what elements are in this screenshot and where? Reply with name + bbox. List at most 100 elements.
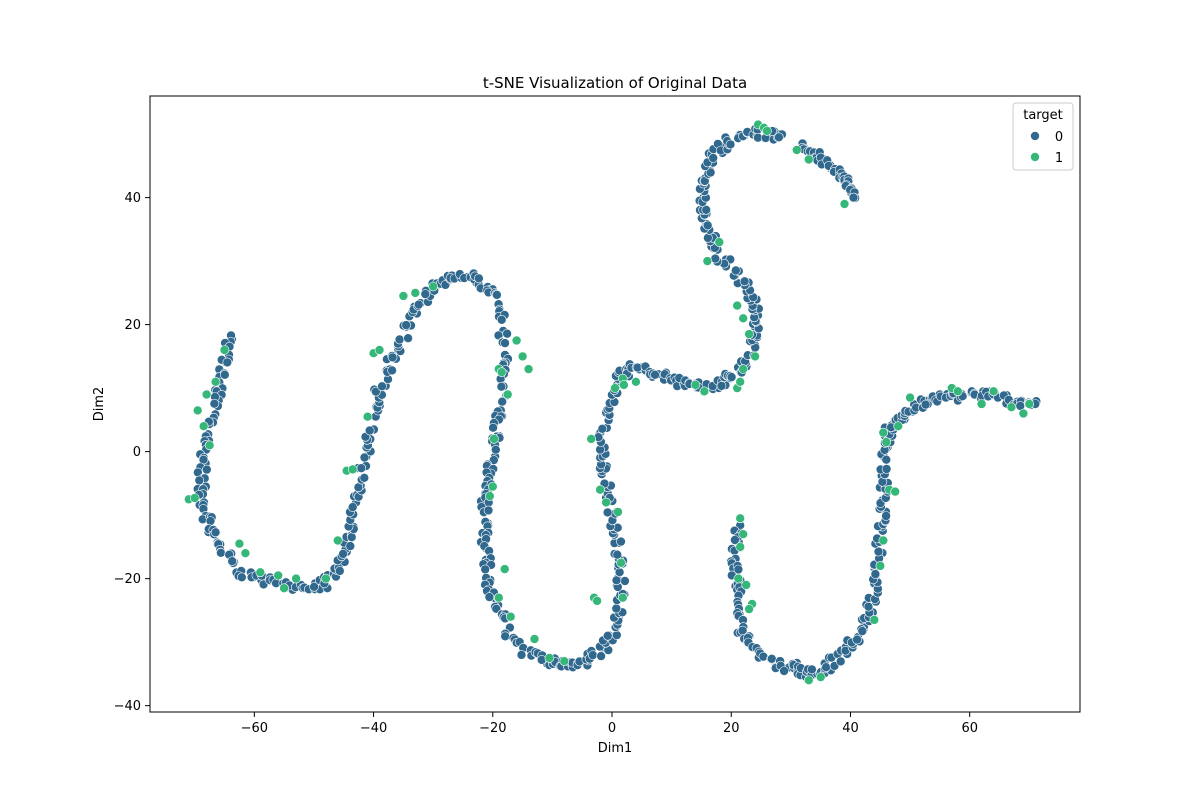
- x-axis: −60 −40 −20 0 20 40 60: [241, 712, 978, 736]
- scatter-point-target-1: [410, 288, 421, 298]
- scatter-point-target-0: [413, 299, 424, 310]
- scatter-point-target-1: [273, 570, 284, 581]
- scatter-point-target-0: [216, 547, 226, 558]
- scatter-point-target-0: [401, 320, 412, 330]
- scatter-point-target-0: [483, 505, 494, 516]
- scatter-point-target-1: [362, 411, 373, 422]
- x-tick-label: −20: [479, 721, 506, 736]
- scatter-point-target-1: [738, 313, 749, 324]
- scatter-point-target-0: [596, 651, 606, 661]
- scatter-point-target-0: [492, 290, 502, 300]
- scatter-point-target-1: [505, 611, 516, 622]
- scatter-point-target-1: [499, 564, 510, 574]
- scatter-point-target-1: [544, 653, 555, 663]
- scatter-point-target-1: [398, 291, 409, 301]
- scatter-point-target-1: [631, 376, 641, 387]
- scatter-point-target-0: [345, 541, 356, 551]
- scatter-point-target-0: [616, 536, 626, 547]
- scatter-point-target-1: [839, 199, 850, 209]
- y-tick-label: −20: [114, 572, 141, 587]
- scatter-point-target-0: [309, 581, 319, 592]
- scatter-point-target-0: [920, 399, 931, 410]
- scatter-point-target-0: [474, 273, 484, 284]
- scatter-point-target-0: [702, 220, 713, 231]
- plot-points: [184, 119, 1042, 686]
- scatter-point-target-0: [602, 630, 613, 641]
- scatter-point-target-0: [356, 463, 367, 474]
- scatter-point-target-0: [881, 454, 892, 465]
- scatter-point-target-1: [601, 497, 611, 508]
- scatter-point-target-0: [222, 357, 233, 368]
- scatter-point-target-0: [881, 511, 891, 521]
- scatter-point-target-1: [493, 592, 504, 603]
- scatter-point-target-0: [237, 572, 247, 583]
- legend-box: [1012, 102, 1074, 171]
- scatter-point-target-1: [791, 145, 802, 155]
- scatter-point-target-1: [893, 421, 904, 432]
- scatter-point-target-0: [484, 592, 495, 602]
- scatter-point-target-1: [332, 535, 343, 546]
- scatter-point-target-0: [394, 334, 405, 345]
- scatter-point-target-0: [774, 132, 784, 143]
- scatter-point-target-1: [234, 538, 245, 549]
- scatter-point-target-1: [735, 376, 746, 387]
- scatter-point-target-0: [220, 369, 230, 380]
- scatter-point-target-1: [496, 367, 507, 378]
- scatter-point-target-1: [815, 672, 826, 682]
- scatter-point-target-0: [602, 507, 613, 518]
- scatter-point-target-0: [779, 666, 789, 676]
- scatter-point-target-1: [732, 300, 743, 311]
- scatter-point-target-1: [559, 656, 570, 667]
- scatter-point-target-0: [377, 381, 387, 392]
- y-tick-label: 40: [124, 191, 141, 206]
- scatter-point-target-1: [617, 592, 628, 603]
- scatter-point-target-0: [835, 656, 846, 667]
- y-axis: −40 −20 0 20 40: [114, 191, 150, 714]
- scatter-point-target-0: [334, 566, 345, 576]
- scatter-point-target-1: [714, 237, 725, 247]
- scatter-point-target-0: [857, 626, 868, 636]
- scatter-point-target-0: [848, 192, 859, 203]
- scatter-point-target-1: [529, 634, 540, 644]
- scatter-point-target-1: [347, 464, 358, 475]
- scatter-point-target-1: [610, 383, 620, 393]
- scatter-point-target-0: [347, 502, 358, 512]
- scatter-point-target-1: [750, 351, 760, 362]
- scatter-point-target-1: [738, 529, 749, 540]
- scatter-point-target-0: [502, 328, 512, 339]
- x-axis-label: Dim1: [598, 741, 633, 756]
- scatter-point-target-0: [597, 423, 608, 434]
- scatter-point-target-1: [240, 548, 251, 559]
- scatter-point-target-1: [192, 405, 203, 416]
- scatter-point-target-0: [480, 564, 491, 575]
- x-tick-label: −60: [241, 721, 268, 736]
- scatter-point-target-0: [766, 653, 777, 664]
- scatter-point-target-0: [739, 276, 750, 287]
- legend-marker-0: [1030, 131, 1040, 141]
- y-tick-label: −40: [114, 699, 141, 714]
- scatter-point-target-1: [219, 345, 230, 355]
- scatter-point-target-0: [364, 425, 375, 436]
- scatter-point-target-0: [516, 650, 527, 660]
- x-tick-label: 20: [723, 721, 740, 736]
- scatter-point-target-1: [875, 561, 886, 571]
- scatter-point-target-1: [204, 440, 215, 451]
- chart-title: t-SNE Visualization of Original Data: [483, 74, 747, 92]
- scatter-point-target-1: [1006, 402, 1017, 413]
- scatter-point-target-1: [489, 434, 499, 444]
- legend-entry-0: 0: [1055, 130, 1063, 145]
- scatter-point-target-1: [517, 351, 528, 362]
- scatter-point-target-1: [616, 557, 626, 568]
- scatter-point-target-0: [371, 386, 381, 397]
- scatter-point-target-1: [487, 481, 498, 492]
- scatter-point-target-0: [611, 603, 622, 614]
- scatter-point-target-0: [209, 398, 220, 409]
- scatter-point-target-0: [202, 464, 212, 475]
- scatter-point-target-0: [500, 631, 511, 642]
- scatter-point-target-0: [705, 167, 716, 178]
- scatter-point-target-0: [490, 444, 501, 455]
- scatter-point-target-0: [496, 381, 507, 392]
- scatter-point-target-0: [730, 535, 740, 545]
- scatter-point-target-0: [359, 472, 370, 483]
